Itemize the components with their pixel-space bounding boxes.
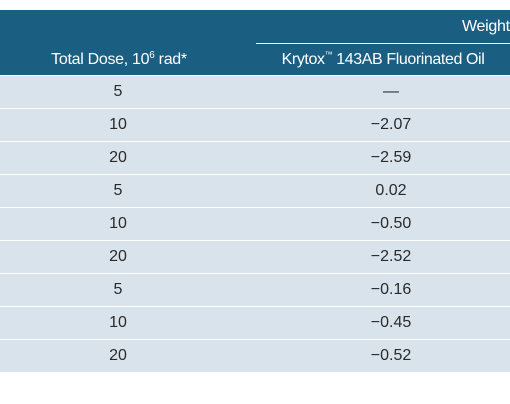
product-suffix: 143AB Fluorinated Oil (332, 51, 485, 68)
product-name: Krytox (281, 51, 325, 68)
trademark-symbol: ™ (324, 50, 333, 59)
dose-cell: 5 (113, 83, 123, 100)
table-row: 20 −0.52 (0, 339, 510, 372)
dose-exponent: 6 (149, 50, 155, 61)
krytox-column-header: Krytox™ 143AB Fluorinated Oil (256, 51, 510, 69)
weight-change-cell: −0.50 (370, 215, 412, 232)
dose-cell: 20 (109, 347, 127, 364)
dose-cell: 5 (113, 281, 123, 298)
table-row: 20 −2.59 (0, 141, 510, 174)
table-row: 5 — (0, 75, 510, 108)
weight-change-cell: −2.07 (370, 116, 412, 133)
weight-change-cell: −0.52 (370, 347, 412, 364)
weight-change-cell: −0.45 (370, 314, 412, 331)
dose-cell: 10 (109, 116, 127, 133)
table-row: 10 −0.50 (0, 207, 510, 240)
weight-change-cell: −2.52 (370, 248, 412, 265)
table-header: Weight Total Dose, 106 rad* Krytox™ 143A… (0, 10, 510, 75)
table-row: 10 −0.45 (0, 306, 510, 339)
dose-cell: 10 (109, 215, 127, 232)
data-table: Weight Total Dose, 106 rad* Krytox™ 143A… (0, 10, 510, 372)
table-row: 5 −0.16 (0, 273, 510, 306)
table-row: 10 −2.07 (0, 108, 510, 141)
dose-cell: 20 (109, 248, 127, 265)
dose-cell: 20 (109, 149, 127, 166)
weight-change-cell: 0.02 (375, 182, 407, 199)
weight-group-header: Weight (462, 18, 510, 35)
dose-cell: 5 (113, 182, 123, 199)
total-dose-column-header: Total Dose, 106 rad* (0, 51, 238, 69)
header-divider-rule (256, 43, 510, 44)
table-row: 5 0.02 (0, 174, 510, 207)
dose-unit: rad* (154, 51, 187, 68)
table-row: 20 −2.52 (0, 240, 510, 273)
weight-change-cell: — (383, 83, 399, 100)
dose-label: Total Dose, 10 (51, 51, 150, 68)
weight-change-cell: −2.59 (370, 149, 412, 166)
weight-change-cell: −0.16 (370, 281, 412, 298)
dose-cell: 10 (109, 314, 127, 331)
